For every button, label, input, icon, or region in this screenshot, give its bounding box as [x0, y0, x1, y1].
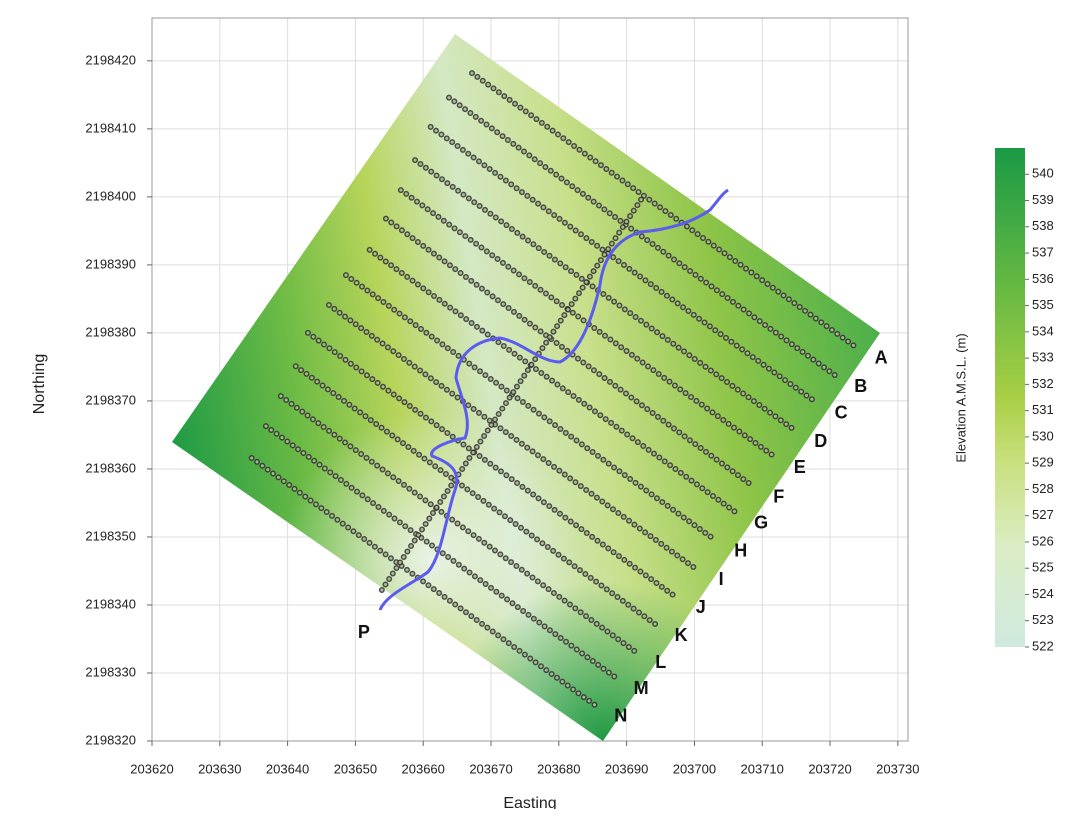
x-tick-label: 203670 — [469, 761, 512, 776]
terrain-shade — [172, 34, 880, 741]
line-label: E — [794, 457, 806, 477]
x-tick-label: 203730 — [876, 761, 919, 776]
x-tick-label: 203690 — [605, 761, 648, 776]
line-label: K — [675, 625, 688, 645]
colorbar-tick-label: 527 — [1032, 507, 1054, 522]
line-label: J — [696, 597, 706, 617]
survey-line-fill — [306, 331, 677, 598]
colorbar-tick-label: 525 — [1032, 560, 1054, 575]
line-label: M — [634, 678, 649, 698]
y-tick-label: 2198400 — [85, 188, 136, 203]
line-label: A — [875, 347, 888, 367]
y-tick-label: 2198390 — [85, 256, 136, 271]
ticks: 203620 203630 203640 203650 203660 203670 2036… — [85, 52, 1053, 776]
survey-line-fill — [250, 456, 597, 707]
y-tick-label: 2198350 — [85, 528, 136, 543]
survey-line — [382, 215, 756, 489]
line-label: G — [754, 513, 768, 533]
x-tick-label: 203710 — [741, 761, 784, 776]
line-label: H — [734, 540, 747, 560]
colorbar-tick-label: 534 — [1032, 323, 1054, 338]
colorbar — [995, 148, 1025, 647]
survey-line-fill — [447, 96, 837, 377]
colorbar-label: Elevation A.M.S.L. (m) — [953, 333, 968, 462]
survey-line-fill — [294, 364, 657, 626]
colorbar-tick-label: 526 — [1032, 533, 1054, 548]
colorbar-tick-label: 533 — [1032, 350, 1054, 365]
line-label: B — [854, 376, 867, 396]
y-tick-label: 2198380 — [85, 324, 136, 339]
survey-line-fill — [368, 248, 737, 514]
survey-line-fill — [429, 125, 817, 404]
cross-line-fill — [380, 195, 645, 592]
y-tick-label: 2198360 — [85, 460, 136, 475]
survey-line-fill — [413, 158, 797, 432]
colorbar-tick-label: 536 — [1032, 271, 1054, 286]
colorbar-tick-label: 523 — [1032, 612, 1054, 627]
line-label: P — [358, 622, 370, 642]
colorbar-tick-label: 531 — [1032, 402, 1054, 417]
survey-line — [342, 272, 718, 543]
colorbar-tick-label: 539 — [1032, 192, 1054, 207]
x-axis-label: Easting — [503, 795, 556, 809]
colorbar-tick-label: 538 — [1032, 218, 1054, 233]
x-tick-label: 203660 — [402, 761, 445, 776]
y-tick-label: 2198420 — [85, 52, 136, 67]
colorbar-tick-label: 522 — [1032, 638, 1054, 653]
colorbar-tick-label: 532 — [1032, 376, 1054, 391]
survey-line-fill — [279, 394, 637, 653]
x-tick-label: 203630 — [198, 761, 241, 776]
colorbar-tick-label: 537 — [1032, 244, 1054, 259]
colorbar-tick-label: 540 — [1032, 166, 1054, 181]
line-label: D — [814, 431, 827, 451]
colorbar-tick-label: 535 — [1032, 297, 1054, 312]
y-axis-label: Northing — [31, 354, 48, 414]
x-tick-label: 203650 — [334, 761, 377, 776]
survey-line-fill — [327, 303, 697, 570]
y-tick-label: 2198340 — [85, 596, 136, 611]
x-tick-label: 203700 — [673, 761, 716, 776]
line-label: C — [835, 402, 848, 422]
y-tick-label: 2198330 — [85, 664, 136, 679]
survey-line-fill — [470, 71, 857, 349]
y-tick-label: 2198410 — [85, 120, 136, 135]
y-tick-label: 2198320 — [85, 732, 136, 747]
x-tick-label: 203720 — [808, 761, 851, 776]
survey-line-fill — [399, 188, 776, 458]
line-label: F — [773, 487, 784, 507]
plot-frame — [151, 17, 909, 742]
colorbar-tick-label: 524 — [1032, 586, 1054, 601]
colorbar-tick-label: 528 — [1032, 481, 1054, 496]
survey-line-fill — [264, 424, 617, 679]
line-label: L — [655, 652, 666, 672]
x-tick-label: 203620 — [130, 761, 173, 776]
stream — [378, 188, 729, 611]
colorbar-tick-label: 529 — [1032, 455, 1054, 470]
x-tick-label: 203680 — [537, 761, 580, 776]
colorbar-tick-label: 530 — [1032, 428, 1054, 443]
y-tick-label: 2198370 — [85, 392, 136, 407]
x-tick-label: 203640 — [266, 761, 309, 776]
line-label: N — [614, 706, 627, 726]
line-label: I — [719, 569, 724, 589]
